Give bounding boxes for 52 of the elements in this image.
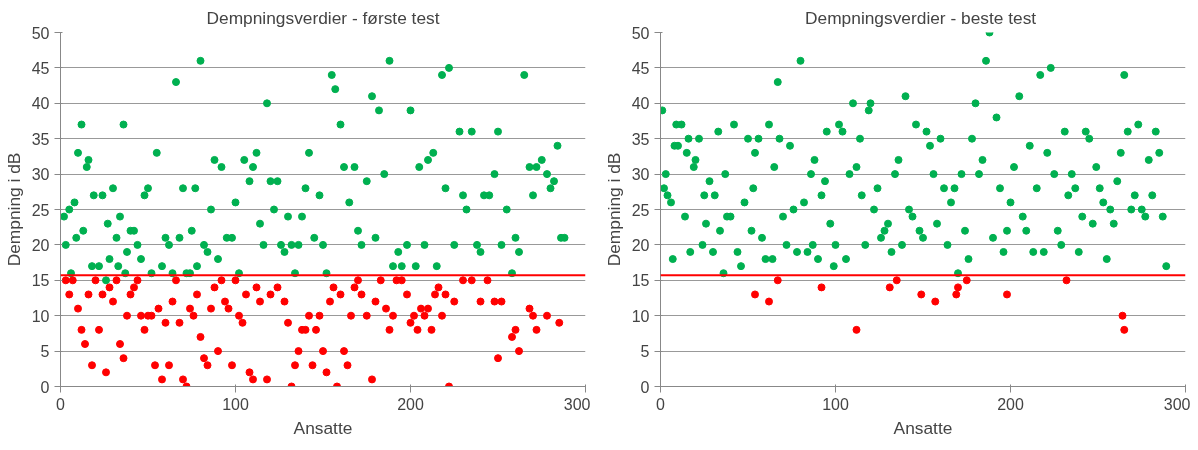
y-axis-title: Dempning i dB bbox=[3, 152, 24, 267]
y-tick-label: 45 bbox=[31, 59, 50, 77]
y-tick-label: 45 bbox=[631, 59, 650, 77]
point bbox=[917, 290, 926, 299]
y-tick-label: 40 bbox=[631, 95, 650, 113]
x-tick-label: 300 bbox=[1163, 395, 1191, 413]
chart-title: Dempningsverdier - første test bbox=[206, 7, 440, 28]
point bbox=[954, 283, 962, 292]
point bbox=[1003, 290, 1011, 299]
point bbox=[931, 297, 940, 306]
y-tick-label: 10 bbox=[31, 307, 50, 325]
x-tick-label: 300 bbox=[563, 395, 591, 413]
y-tick-label: 35 bbox=[631, 130, 650, 148]
y-tick-label: 15 bbox=[631, 272, 650, 290]
point bbox=[892, 276, 901, 285]
point bbox=[817, 283, 826, 292]
y-tick-label: 50 bbox=[631, 24, 650, 42]
point bbox=[751, 290, 759, 299]
point bbox=[773, 276, 782, 285]
x-tick-label: 0 bbox=[56, 395, 66, 413]
point bbox=[962, 276, 971, 285]
point bbox=[1120, 325, 1129, 334]
y-tick-label: 15 bbox=[31, 272, 50, 290]
point bbox=[952, 290, 961, 299]
chart-title: Dempningsverdier - beste test bbox=[805, 7, 1037, 28]
point bbox=[852, 325, 861, 334]
y-tick-label: 10 bbox=[631, 307, 650, 325]
point bbox=[885, 283, 894, 292]
point bbox=[1118, 311, 1127, 320]
y-tick-label: 35 bbox=[31, 130, 50, 148]
y-tick-label: 0 bbox=[40, 378, 50, 396]
x-tick-label: 100 bbox=[222, 395, 249, 413]
y-tick-label: 30 bbox=[631, 166, 650, 184]
y-tick-label: 0 bbox=[640, 378, 650, 396]
x-axis-title: Ansatte bbox=[893, 417, 953, 438]
x-axis-title: Ansatte bbox=[293, 417, 353, 438]
y-tick-label: 20 bbox=[31, 236, 50, 254]
y-tick-label: 20 bbox=[631, 236, 650, 254]
x-tick-label: 100 bbox=[822, 395, 849, 413]
y-axis-title: Dempning i dB bbox=[603, 152, 624, 267]
y-tick-label: 25 bbox=[631, 201, 650, 219]
point bbox=[1062, 276, 1071, 285]
y-tick-label: 40 bbox=[31, 95, 50, 113]
point bbox=[765, 297, 773, 306]
x-tick-label: 0 bbox=[656, 395, 666, 413]
y-tick-label: 5 bbox=[640, 343, 650, 361]
y-tick-label: 25 bbox=[31, 201, 50, 219]
y-tick-label: 5 bbox=[40, 343, 50, 361]
y-tick-label: 50 bbox=[31, 24, 50, 42]
y-tick-label: 30 bbox=[31, 166, 50, 184]
x-tick-label: 200 bbox=[997, 395, 1024, 413]
x-tick-label: 200 bbox=[397, 395, 424, 413]
